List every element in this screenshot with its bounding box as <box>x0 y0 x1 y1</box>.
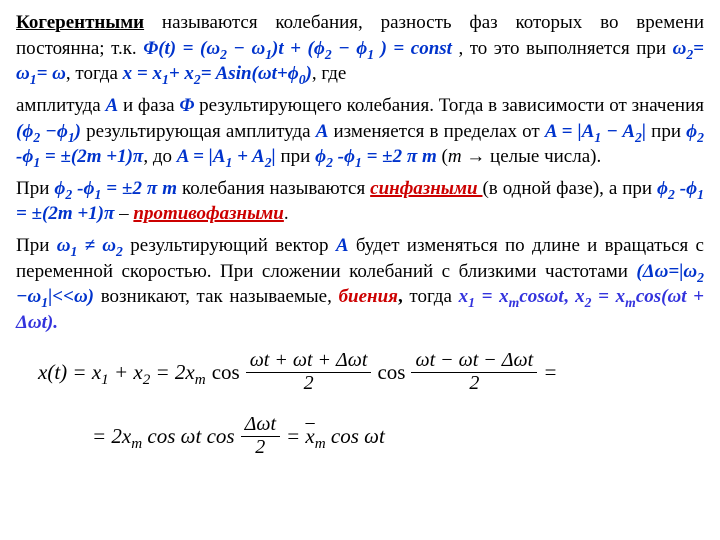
symbol-A: A <box>106 95 119 116</box>
text: и фаза <box>118 95 179 116</box>
term-beats: биения <box>339 286 398 307</box>
fraction-num: ωt + ωt + Δωt <box>246 350 372 373</box>
eq-equals: = <box>543 358 557 386</box>
text: результирующий вектор <box>123 235 336 256</box>
formula-x-sum: x = x1+ x2= Asin(ωt+ϕ0) <box>123 63 312 84</box>
formula-phi-even: ϕ2 -ϕ1 = ±2 π m <box>315 146 437 167</box>
text: амплитуда <box>16 95 106 116</box>
symbol-m: m <box>448 146 462 167</box>
term-coherent: Когерентными <box>16 12 144 33</box>
text: – <box>114 203 133 224</box>
fraction-den: 2 <box>251 437 269 458</box>
fraction-num: Δωt <box>241 414 280 437</box>
text: результирующая амплитуда <box>81 121 316 142</box>
formula-phi-diff: (ϕ2 −ϕ1) <box>16 121 81 142</box>
fraction-3: Δωt 2 <box>241 414 280 458</box>
text: При <box>16 235 57 256</box>
fraction-num: ωt − ωt − Δωt <box>411 350 537 373</box>
term-in-phase: синфазными <box>370 178 482 199</box>
fraction-1: ωt + ωt + Δωt 2 <box>246 350 372 394</box>
symbol-A3: А <box>336 235 349 256</box>
formula-A-min: A = |A1 − A2| <box>545 121 646 142</box>
symbol-A2: А <box>316 121 329 142</box>
eq-cos: cos <box>212 358 240 386</box>
text: , тогда <box>66 63 123 84</box>
fraction-den: 2 <box>465 373 483 394</box>
text: , то это выполняется при <box>452 38 673 59</box>
symbol-Phi: Φ <box>179 95 194 116</box>
term-anti-phase: противофазными <box>133 203 283 224</box>
equation-block: x(t) = x1 + x2 = 2xm cos ωt + ωt + Δωt 2… <box>16 350 704 458</box>
eq-text: x(t) = x1 + x2 = 2xm <box>38 358 206 386</box>
paragraph-4: При ω1 ≠ ω2 результирующий вектор А буде… <box>16 233 704 336</box>
paragraph-1: Когерентными называются колебания, разно… <box>16 10 704 87</box>
formula-phase-diff: Φ(t) = (ω2 − ω1)t + (ϕ2 − ϕ1 ) = const <box>143 38 452 59</box>
paragraph-2: амплитуда A и фаза Φ результирующего кол… <box>16 93 704 170</box>
equation-line-1: x(t) = x1 + x2 = 2xm cos ωt + ωt + Δωt 2… <box>38 350 704 394</box>
formula-A-max: A = |A1 + A2| <box>177 146 276 167</box>
formula-phi-even2: ϕ2 -ϕ1 = ±2 π m <box>54 178 177 199</box>
fraction-den: 2 <box>300 373 318 394</box>
text: , <box>564 286 575 307</box>
text: колебания называются <box>177 178 370 199</box>
equation-line-2: = 2xm cos ωt cos Δωt 2 = xm cos ωt <box>38 414 704 458</box>
text: , где <box>312 63 346 84</box>
eq-text: = xm cos ωt <box>286 422 385 450</box>
text: при <box>646 121 686 142</box>
text: → целые числа). <box>462 146 602 167</box>
text: возникают, так называе­мые, <box>94 286 339 307</box>
text: При <box>16 178 54 199</box>
text: результирующего колебания. Тогда в зави­… <box>194 95 704 116</box>
paragraph-3: При ϕ2 -ϕ1 = ±2 π m колебания называются… <box>16 176 704 227</box>
eq-xbar: x <box>305 424 314 448</box>
eq-cos: cos <box>377 358 405 386</box>
formula-omega-neq: ω1 ≠ ω2 <box>57 235 123 256</box>
eq-text: = 2xm cos ωt cos <box>92 422 235 450</box>
fraction-2: ωt − ωt − Δωt 2 <box>411 350 537 394</box>
formula-x1: x1 = xmcosωt <box>459 286 564 307</box>
text: изменяется в пределах от <box>328 121 544 142</box>
document-page: Когерентными называются колебания, разно… <box>0 0 720 488</box>
text: (в одной фазе), а при <box>482 178 657 199</box>
text: тогда <box>403 286 459 307</box>
text: , до <box>143 146 176 167</box>
text: при <box>276 146 315 167</box>
text: ( <box>437 146 448 167</box>
text: . <box>284 203 289 224</box>
